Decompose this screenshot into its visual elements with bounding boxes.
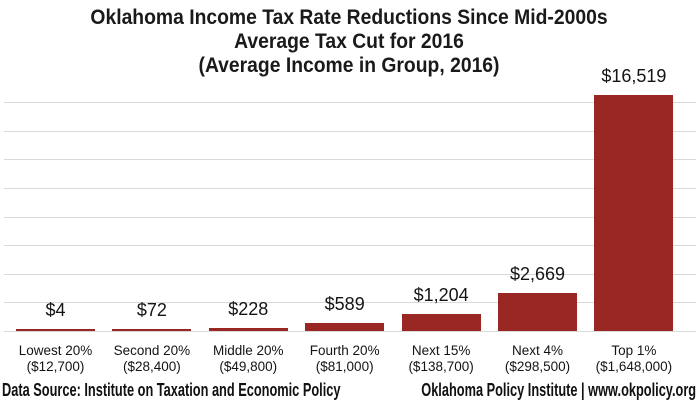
category-label: Top 1% ($1,648,000)	[574, 343, 694, 374]
category-label-name: Fourth 20%	[309, 343, 380, 358]
bar-value-label: $2,669	[509, 263, 566, 284]
category-label: Middle 20% ($49,800)	[188, 343, 308, 374]
category-label: Next 4% ($298,500)	[478, 343, 598, 374]
bar	[16, 328, 95, 331]
bar-value-label: $589	[324, 293, 365, 314]
chart-title-line2: Average Tax Cut for 2016	[234, 30, 464, 53]
gridline	[4, 216, 696, 218]
bar	[594, 94, 674, 331]
category-label-income: ($1,648,000)	[595, 358, 673, 374]
gridline	[4, 302, 696, 304]
bar	[498, 292, 577, 331]
chart-title-line1: Oklahoma Income Tax Rate Reductions Sinc…	[90, 6, 608, 29]
category-label-income: ($28,400)	[122, 358, 181, 374]
category-label: Second 20% ($28,400)	[92, 343, 212, 374]
bar-value-label: $1,204	[413, 284, 469, 305]
publisher-credit: Oklahoma Policy Institute | www.okpolicy…	[421, 380, 696, 400]
category-label-name: Top 1%	[611, 343, 657, 358]
bar-value-label: $228	[228, 298, 269, 319]
category-label-name: Middle 20%	[213, 343, 284, 358]
chart-title: Oklahoma Income Tax Rate Reductions Sinc…	[0, 6, 698, 78]
bar-value-label: $16,519	[601, 65, 667, 86]
bar-value-label: $4	[45, 299, 66, 320]
category-label: Next 15% ($138,700)	[381, 343, 501, 374]
gridline	[4, 102, 696, 104]
category-label-income: ($81,000)	[315, 358, 374, 374]
gridline	[4, 331, 696, 332]
bar	[208, 327, 288, 331]
chart-title-line3: (Average Income in Group, 2016)	[198, 54, 500, 77]
gridline	[4, 130, 696, 132]
bar	[305, 322, 385, 331]
bar-value-label: $72	[136, 299, 167, 320]
category-label-income: ($298,500)	[504, 358, 571, 374]
gridline	[4, 159, 696, 161]
category-label-name: Next 4%	[511, 343, 564, 358]
gridline	[4, 245, 696, 247]
gridline	[4, 273, 696, 275]
bar	[112, 328, 192, 331]
gridline	[4, 188, 696, 189]
category-label-name: Second 20%	[113, 343, 191, 358]
footer: Data Source: Institute on Taxation and E…	[0, 378, 698, 402]
category-label-income: ($12,700)	[26, 358, 85, 374]
category-label-name: Lowest 20%	[18, 343, 93, 358]
category-label: Fourth 20% ($81,000)	[285, 343, 405, 374]
category-label-income: ($138,700)	[408, 358, 474, 374]
data-source-credit: Data Source: Institute on Taxation and E…	[2, 380, 341, 400]
category-label-income: ($49,800)	[219, 358, 278, 374]
category-label-name: Next 15%	[411, 343, 471, 358]
bar	[401, 313, 481, 331]
category-label: Lowest 20% ($12,700)	[0, 343, 116, 374]
